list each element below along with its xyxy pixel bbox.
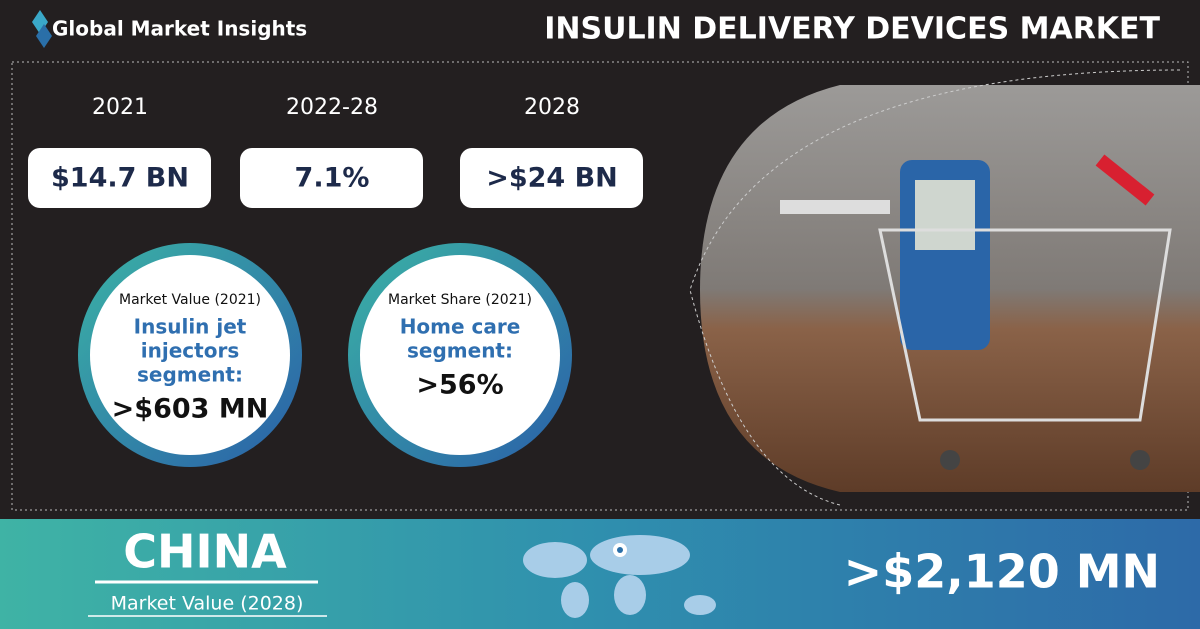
title: INSULIN DELIVERY DEVICES MARKET [544, 12, 1160, 47]
highlight-value: >$603 MN [112, 394, 269, 425]
stat-value: 7.1% [295, 163, 370, 194]
cart-illustration [780, 154, 1172, 470]
highlight-disc [90, 255, 290, 455]
region-subtitle: Market Value (2028) [111, 593, 304, 615]
highlight-line: Home care [400, 315, 521, 339]
logo [32, 10, 52, 48]
highlight-line: segment: [137, 363, 243, 387]
stat-period: 2021 [92, 95, 148, 120]
dotted-arc [689, 69, 1181, 506]
region-band [0, 519, 1200, 629]
highlight-disc [360, 255, 560, 455]
highlight-line: Insulin jet [134, 315, 247, 339]
highlight-line: segment: [407, 339, 513, 363]
highlight-heading: Market Value (2021) [119, 292, 261, 308]
highlight-heading: Market Share (2021) [388, 292, 532, 308]
brand: Global Market Insights [52, 17, 307, 41]
region-name: CHINA [123, 525, 287, 579]
stat-value: $14.7 BN [51, 163, 189, 194]
stat-period: 2022-28 [286, 95, 378, 120]
stat-value: >$24 BN [486, 163, 618, 194]
region-value: >$2,120 MN [844, 545, 1160, 599]
stat-period: 2028 [524, 95, 580, 120]
highlight-value: >56% [416, 370, 503, 401]
stat-box [460, 148, 643, 208]
world-map [523, 535, 716, 618]
stat-box [28, 148, 211, 208]
highlight-line: injectors [141, 339, 239, 363]
stat-box [240, 148, 423, 208]
